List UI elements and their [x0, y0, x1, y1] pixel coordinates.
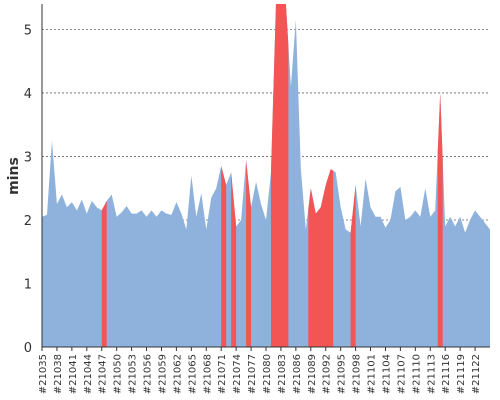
x-tick-label: #21110 [411, 354, 422, 394]
x-tick-label: #21068 [202, 354, 213, 394]
y-axis-label: mins [6, 157, 22, 195]
x-tick-label: #21041 [68, 354, 79, 394]
x-tick-label: #21116 [441, 354, 452, 394]
x-tick-label: #21122 [471, 354, 482, 394]
x-tick-label: #21113 [426, 354, 437, 394]
x-tick-label: #21059 [157, 354, 168, 394]
y-tick-labels: 0 1 2 3 4 5 [24, 23, 32, 356]
x-tick-label: #21047 [98, 354, 109, 394]
highlight-area [221, 165, 227, 347]
x-tick-label: #21119 [456, 354, 467, 394]
y-tick-label: 0 [24, 341, 32, 356]
x-tick-label: #21077 [247, 354, 258, 394]
x-tick-label: #21071 [217, 354, 228, 394]
y-tick-label: 3 [24, 150, 32, 165]
x-tick-label: #21038 [53, 354, 64, 394]
x-tick-label: #21044 [83, 354, 94, 394]
y-tick-label: 5 [24, 23, 32, 38]
x-tick-label: #21074 [232, 354, 243, 394]
x-tick-label: #21050 [113, 354, 124, 394]
area-fill [42, 4, 490, 347]
x-tick-label: #21083 [277, 354, 288, 394]
x-tick-label: #21035 [38, 354, 49, 394]
highlight-area [246, 159, 252, 347]
x-tick-label: #21101 [367, 354, 378, 394]
x-tick-label: #21056 [143, 354, 154, 394]
highlight-area [350, 185, 356, 347]
highlight-area [270, 4, 289, 347]
x-tick-label: #21098 [352, 354, 363, 394]
y-tick-label: 4 [24, 87, 32, 102]
y-tick-label: 2 [24, 214, 32, 229]
highlight-area [437, 92, 443, 347]
area-series [42, 4, 490, 347]
x-tick-label: #21095 [337, 354, 348, 394]
highlight-area [308, 169, 334, 347]
x-tick-labels: #21035 #21038 #21041 #21044 #21047 #21050 #210… [38, 347, 482, 394]
x-tick-label: #21053 [128, 354, 139, 394]
highlight-areas [101, 4, 443, 347]
x-tick-label: #21080 [262, 354, 273, 394]
x-tick-label: #21089 [307, 354, 318, 394]
highlight-area [231, 172, 237, 347]
highlight-area [101, 200, 107, 347]
x-tick-label: #21086 [292, 354, 303, 394]
y-tick-label: 1 [24, 277, 32, 292]
x-tick-label: #21092 [322, 354, 333, 394]
x-tick-label: #21104 [381, 354, 392, 394]
x-tick-label: #21107 [396, 354, 407, 394]
x-tick-label: #21062 [172, 354, 183, 394]
x-tick-label: #21065 [187, 354, 198, 394]
